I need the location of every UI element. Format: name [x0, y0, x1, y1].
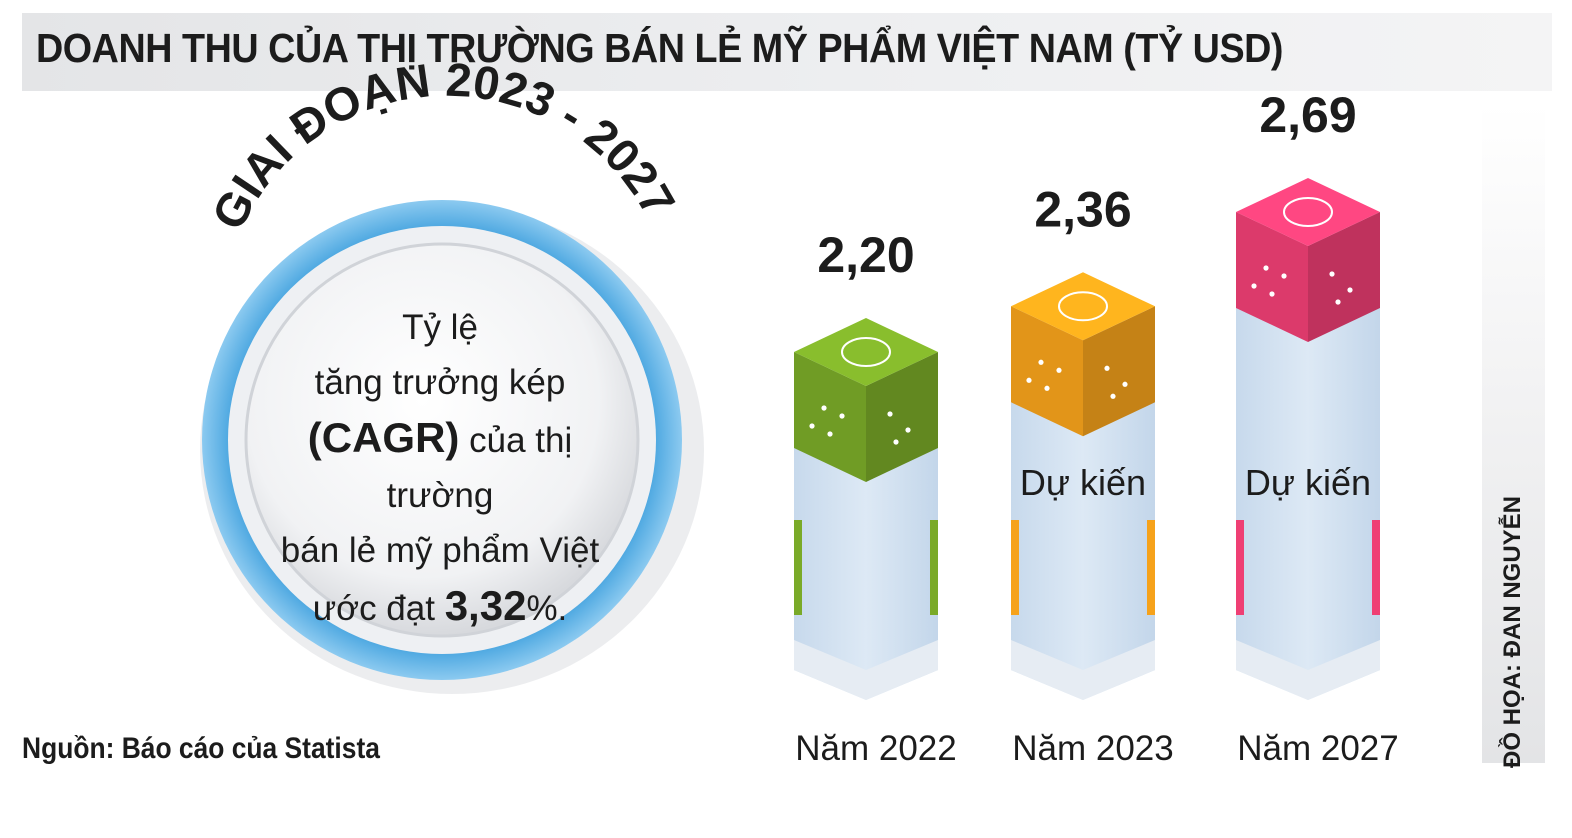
bar-cube-pip — [1122, 381, 1128, 387]
bar-cube-right-face — [866, 352, 938, 482]
bar-cube-pip — [839, 413, 845, 419]
bar-cube-pip — [1329, 271, 1335, 277]
bar-cube-pip — [1104, 365, 1110, 371]
bar-stripe-right — [930, 520, 938, 615]
bar-cube-pip — [1251, 283, 1257, 289]
cagr-line-3: (CAGR) của thị trường — [270, 410, 610, 523]
cagr-line-2: tăng trưởng kép — [314, 363, 566, 402]
bar-stripe-left — [794, 520, 802, 615]
credit-band — [1482, 103, 1545, 763]
bar-cube-pip — [1056, 367, 1062, 373]
bar-category-label: Năm 2027 — [1237, 729, 1398, 768]
bar-base — [1011, 640, 1155, 700]
chart-title: DOANH THU CỦA THỊ TRƯỜNG BÁN LẺ MỸ PHẨM … — [36, 25, 1284, 71]
cagr-text: Tỷ lệ tăng trưởng kép (CAGR) của thị trư… — [270, 300, 610, 636]
bar-cube-top-face — [1011, 272, 1155, 341]
cagr-value: 3,32 — [444, 582, 527, 629]
bar-cube-top-face — [794, 318, 938, 386]
bar-cube-right-face — [1083, 306, 1155, 437]
graphic-credit: ĐỒ HỌA: ĐAN NGUYỄN — [1499, 495, 1526, 769]
bar-cube-left-face — [1011, 306, 1083, 437]
bar-cube-top-ring — [1058, 291, 1108, 322]
bar-cube-pip — [1026, 377, 1032, 383]
bar-cube-left-face — [794, 352, 866, 482]
bar-stripe-left — [1011, 520, 1019, 615]
bar-cube-top-face — [1236, 178, 1380, 246]
bar-projected-label: Dự kiến — [1245, 462, 1371, 503]
bar-cube-pip — [887, 411, 893, 417]
bar-category-label: Năm 2023 — [1012, 729, 1173, 768]
bars-group: 2,20 Năm 2022 2,36 Dự kiến Năm 2023 2,69 Dự ki… — [794, 87, 1399, 768]
bar-cube-pip — [809, 423, 815, 429]
cagr-line-3-rest: của thị trường — [386, 421, 573, 515]
bar-cube-pip — [1263, 265, 1269, 271]
bar-stripe-left — [1236, 520, 1244, 615]
cagr-line-5: ước đạt 3,32%. — [270, 578, 610, 636]
bar-value-label: 2,20 — [817, 227, 914, 283]
cagr-line-1: Tỷ lệ — [402, 308, 478, 347]
cagr-badge — [200, 200, 704, 694]
bar-value-label: 2,36 — [1034, 181, 1131, 237]
bar-projected-label: Dự kiến — [1020, 462, 1146, 503]
title-band — [22, 13, 1552, 91]
bar-cube-pip — [821, 405, 827, 411]
bar-cube-pip — [1347, 287, 1353, 293]
bar-cube-top-ring — [841, 337, 891, 367]
bar-stripe-right — [1147, 520, 1155, 615]
bar-category-label: Năm 2022 — [795, 729, 956, 768]
source-note: Nguồn: Báo cáo của Statista — [22, 732, 380, 765]
bar-value-label: 2,69 — [1259, 87, 1356, 143]
bar-cube-pip — [1044, 385, 1050, 391]
bar-cube-pip — [893, 439, 899, 445]
badge-center — [244, 242, 640, 638]
cagr-line-5-pre: ước đạt — [312, 589, 445, 628]
bar-cube-left-face — [1236, 212, 1308, 342]
cagr-line-5-post: %. — [526, 589, 568, 628]
bar-cube-pip — [1335, 299, 1341, 305]
bar-pillar — [1236, 212, 1380, 700]
bar-cube-pip — [1110, 393, 1116, 399]
bar-cube-pip — [1038, 359, 1044, 365]
bar-base — [794, 640, 938, 700]
cagr-line-4: bán lẻ mỹ phẩm Việt — [280, 531, 600, 570]
bar-cube-pip — [1281, 273, 1287, 279]
bar-stripe-right — [1372, 520, 1380, 615]
bar-cube-pip — [905, 427, 911, 433]
bar-cube-top-ring — [1283, 197, 1333, 227]
cagr-acronym: (CAGR) — [307, 414, 460, 461]
bar-cube-right-face — [1308, 212, 1380, 342]
bar-base — [1236, 640, 1380, 700]
bar-cube-pip — [827, 431, 833, 437]
bar-cube-pip — [1269, 291, 1275, 297]
